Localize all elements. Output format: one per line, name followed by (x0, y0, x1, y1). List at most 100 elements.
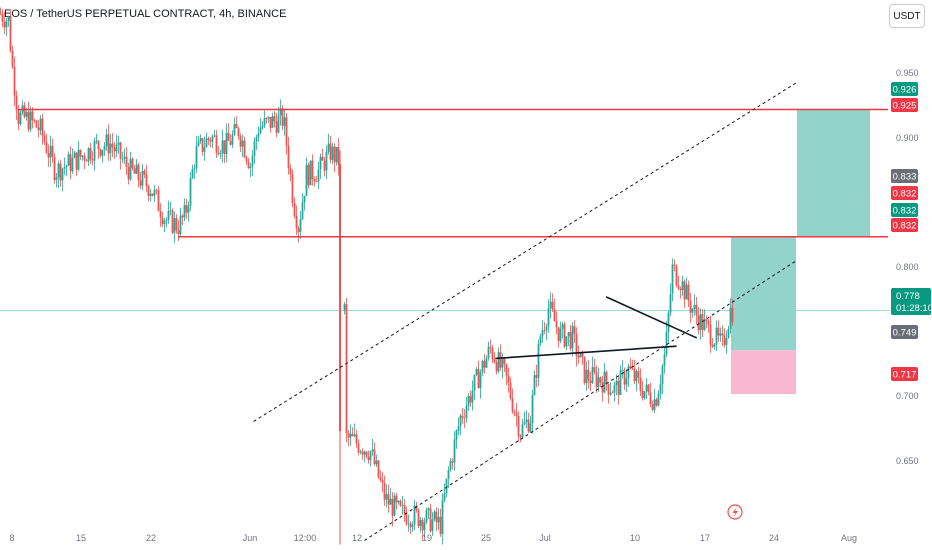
position-zones (731, 109, 870, 395)
candle-body (549, 301, 552, 309)
candle-body (721, 333, 724, 336)
candle-body (665, 331, 668, 355)
candle-body (121, 158, 124, 160)
candle-body (159, 211, 162, 218)
candle-body (369, 451, 372, 461)
candle-body (175, 218, 178, 231)
candle-body (189, 178, 192, 206)
time-axis[interactable]: 8 15 22 Jun 12:00 12 19 25 Jul 10 17 24 Aug (9, 533, 857, 543)
candle-body (551, 301, 554, 310)
candle-body (467, 396, 470, 406)
candle-body (599, 377, 602, 383)
candle-body (225, 132, 228, 154)
candle-body (303, 195, 306, 203)
candle-body (339, 164, 341, 431)
target-zone-1 (731, 236, 796, 351)
candle-body (421, 519, 424, 531)
candle-body (575, 333, 578, 356)
candle-body (641, 390, 644, 399)
candle-body (317, 169, 320, 182)
candle-body (309, 160, 312, 186)
candle-body (455, 430, 458, 440)
candle-body (711, 344, 714, 347)
candle-body (685, 284, 688, 300)
candle-body (507, 375, 510, 383)
candle-body (19, 112, 22, 124)
candle-body (373, 449, 376, 465)
candle-body (163, 220, 166, 225)
candle-body (445, 478, 448, 494)
candle-body (561, 324, 564, 329)
candle-body (525, 419, 528, 422)
candle-body (429, 508, 432, 532)
candle-body (253, 141, 256, 156)
candle-body (299, 219, 302, 232)
candle-body (125, 156, 128, 167)
candle-body (319, 156, 322, 170)
candle-body (495, 362, 498, 372)
x-tick-label: 12 (352, 533, 362, 543)
candle-body (327, 143, 330, 152)
candle-body (539, 336, 542, 344)
candle-body (349, 433, 352, 438)
candle-body (275, 121, 278, 133)
candle-body (53, 156, 56, 181)
candle-body (375, 460, 378, 465)
candle-body (85, 160, 88, 162)
candle-body (139, 180, 142, 186)
candle-body (723, 335, 726, 345)
candle-body (173, 218, 176, 233)
candle-body (505, 364, 508, 376)
candle-body (59, 163, 62, 181)
price-axis[interactable]: 0.950 0.900 0.800 0.700 0.650 (896, 68, 919, 466)
candle-body (533, 375, 536, 396)
candle-body (407, 523, 410, 525)
candle-body (675, 265, 678, 286)
y-tick-label: 0.950 (896, 68, 919, 78)
candle-body (625, 378, 628, 385)
candle-body (715, 327, 718, 345)
candle-body (203, 147, 206, 152)
candle-body (291, 174, 294, 203)
candle-body (573, 326, 576, 334)
candle-body (281, 108, 284, 126)
candle-body (255, 137, 258, 142)
candle-body (325, 151, 328, 171)
candle-body (615, 380, 618, 385)
candle-body (589, 380, 592, 384)
candle-body (619, 370, 622, 395)
candle-body (411, 524, 414, 528)
candle-body (479, 372, 482, 389)
candle-body (629, 366, 632, 369)
price-tag (891, 169, 918, 183)
candle-body (97, 140, 100, 150)
candle-body (143, 170, 146, 175)
currency-button[interactable]: USDT (889, 4, 925, 28)
candle-body (157, 190, 160, 212)
candle-body (547, 308, 550, 327)
candle-body (197, 140, 200, 146)
candle-body (535, 375, 538, 378)
stop-zone (731, 350, 796, 395)
candle-body (377, 460, 380, 478)
candle-body (337, 146, 340, 165)
candle-body (367, 456, 370, 461)
candle-body (35, 120, 38, 128)
candle-body (453, 439, 456, 463)
candle-body (475, 369, 478, 375)
candle-body (621, 370, 624, 371)
x-tick-label: 10 (630, 533, 640, 543)
chart-title: EOS / TetherUS PERPETUAL CONTRACT, 4h, B… (4, 8, 287, 20)
y-tick-label: 0.650 (896, 456, 919, 466)
candle-body (567, 332, 570, 337)
price-tag (891, 367, 918, 381)
candle-body (459, 415, 462, 427)
candle-body (243, 140, 246, 158)
candle-body (403, 504, 406, 515)
candle-body (503, 358, 506, 365)
candle-body (3, 21, 6, 28)
candle-body (321, 156, 324, 161)
candle-body (651, 404, 654, 410)
candle-body (9, 16, 12, 51)
